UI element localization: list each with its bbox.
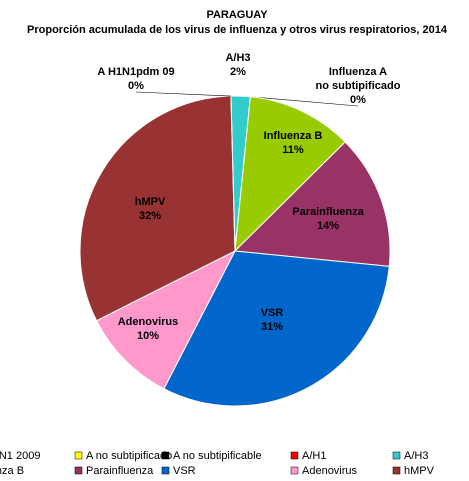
legend-label: A H1N1 2009: [0, 450, 40, 462]
value-label: 14%: [317, 220, 339, 232]
slice-label: Parainfluenza: [292, 206, 364, 218]
pie-slice: [233, 141, 391, 267]
legend-label: Parainfluenza: [86, 465, 154, 477]
pie-slice: [79, 95, 236, 322]
value-label: 32%: [139, 210, 161, 222]
leader-line: [135, 91, 231, 97]
slice-label: A H1N1pdm 09: [97, 66, 174, 78]
chart-subtitle: Proporción acumulada de los virus de inf…: [27, 24, 448, 36]
legend-label: A no subtipificado: [86, 450, 172, 462]
legend-label: hMPV: [404, 465, 435, 477]
value-label: 0%: [350, 94, 366, 106]
legend-swatch: [290, 466, 299, 475]
legend-label: A/H3: [404, 450, 428, 462]
slice-label: Adenovirus: [118, 316, 179, 328]
legend-label: A no subtipificable: [173, 450, 262, 462]
legend-swatch: [74, 466, 83, 475]
legend-label: Adenovirus: [302, 465, 358, 477]
slice-label: A/H3: [225, 52, 250, 64]
legend-label: Influenza B: [0, 465, 24, 477]
legend-label: VSR: [173, 465, 196, 477]
slice-label: VSR: [261, 307, 284, 319]
value-label: 31%: [261, 321, 283, 333]
legend-swatch: [290, 451, 299, 460]
slice-label: hMPV: [135, 196, 166, 208]
value-label: 0%: [128, 80, 144, 92]
leader-line: [250, 96, 359, 107]
legend-swatch: [74, 451, 83, 460]
legend-swatch: [392, 466, 401, 475]
pie-slice: [95, 249, 237, 390]
slice-label: no subtipificado: [316, 80, 401, 92]
legend-swatch: [392, 451, 401, 460]
value-label: 11%: [282, 144, 304, 156]
value-label: 2%: [230, 66, 246, 78]
value-label: 10%: [137, 330, 159, 342]
legend-label: A/H1: [302, 450, 326, 462]
legend-swatch: [161, 466, 170, 475]
chart-title: PARAGUAY: [206, 9, 268, 21]
pie-slice: [163, 250, 390, 407]
legend-swatch: [161, 451, 170, 460]
slice-label: Influenza B: [264, 130, 323, 142]
pie-slice: [234, 96, 346, 253]
slice-label: Influenza A: [329, 66, 387, 78]
